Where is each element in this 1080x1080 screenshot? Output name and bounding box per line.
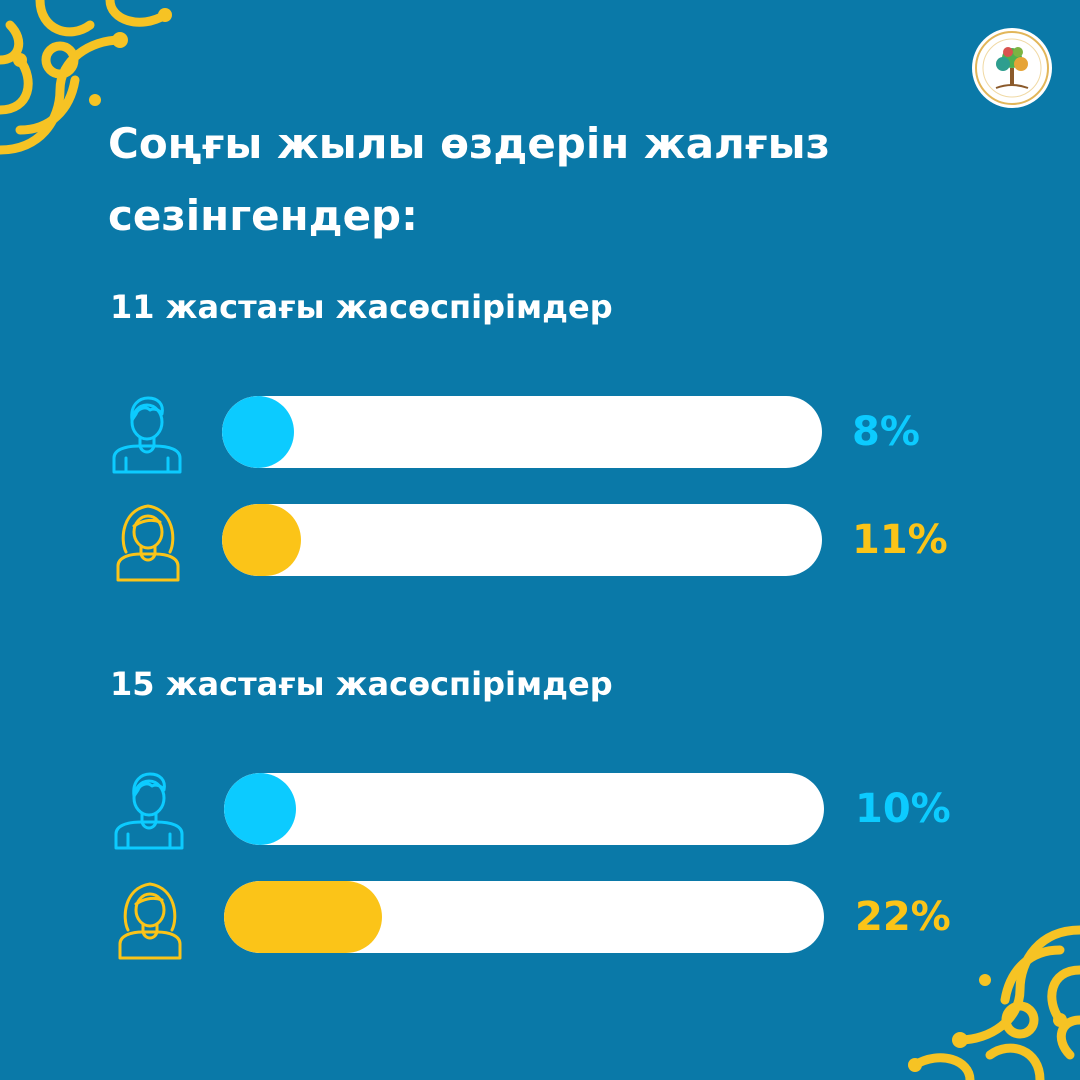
bar-track-girl (222, 504, 822, 576)
bar-track-girl (224, 881, 824, 953)
chart-title: Соңғы жылы өздерін жалғыз сезінгендер: (108, 119, 830, 240)
bar-fill-boy (224, 773, 296, 845)
organization-tree-logo-icon (975, 31, 1049, 105)
data-label-boy: 8% (852, 409, 920, 455)
girl-person-icon (112, 500, 184, 584)
group-label: 15 жастағы жасөспірімдер (110, 665, 613, 703)
bar-fill-girl (222, 504, 302, 576)
bar-fill-boy (222, 396, 294, 468)
data-label-girl: 22% (855, 894, 951, 940)
girl-person-icon (114, 878, 186, 962)
data-label-boy: 10% (855, 786, 951, 832)
boy-person-icon (112, 768, 184, 852)
organization-logo (972, 28, 1052, 108)
ornament-top-left-icon (0, 0, 172, 155)
boy-person-icon (110, 392, 182, 476)
bar-track-boy (224, 773, 824, 845)
ornament-bottom-right-icon (908, 925, 1080, 1080)
group-label: 11 жастағы жасөспірімдер (110, 288, 613, 326)
data-label-girl: 11% (852, 517, 948, 563)
bar-track-boy (222, 396, 822, 468)
bar-fill-girl (224, 881, 383, 953)
